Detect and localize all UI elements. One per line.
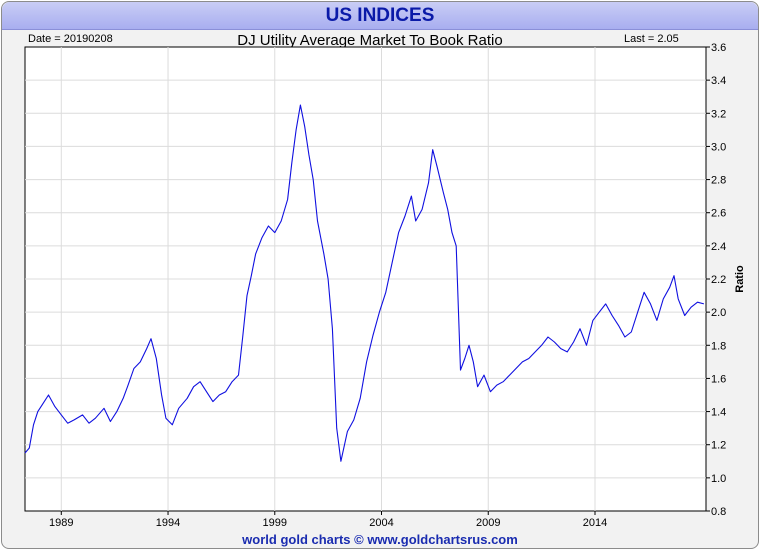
y-tick-label: 2.8 [711,175,726,187]
y-tick-label: 1.0 [711,473,726,485]
y-tick-label: 3.4 [711,75,726,87]
x-tick-label: 1994 [156,517,180,529]
y-tick-label: 2.0 [711,307,726,319]
chart-title: DJ Utility Average Market To Book Ratio [237,32,503,49]
y-tick-label: 2.6 [711,208,726,220]
y-tick-label: 1.6 [711,373,726,385]
series-group [24,104,705,462]
y-tick-label: 0.8 [711,506,726,518]
x-tick-label: 2014 [583,517,607,529]
date-label: Date = 20190208 [28,33,113,45]
banner-title: US INDICES [2,2,758,30]
y-tick-label: 3.2 [711,108,726,120]
y-tick-label: 2.2 [711,274,726,286]
axis-ticks: 0.8 1.0 1.2 1.4 1.6 1.8 2.0 2.2 2.4 2.6 2.8 3.0 3.2 3… [49,42,726,529]
x-tick-label: 1989 [49,517,73,529]
y-tick-label: 3.0 [711,141,726,153]
x-tick-label: 1999 [263,517,287,529]
last-value-label: Last = 2.05 [624,33,679,45]
y-axis-label: Ratio [734,265,746,293]
y-tick-label: 3.6 [711,42,726,54]
y-tick-label: 2.4 [711,241,726,253]
series-line-1 [24,104,705,462]
grid-lines [25,47,706,511]
footer-credit: world gold charts © www.goldchartsrus.co… [242,532,518,547]
y-tick-label: 1.4 [711,407,726,419]
x-tick-label: 2004 [369,517,393,529]
y-tick-label: 1.8 [711,340,726,352]
x-tick-label: 2009 [476,517,500,529]
y-tick-label: 1.2 [711,440,726,452]
